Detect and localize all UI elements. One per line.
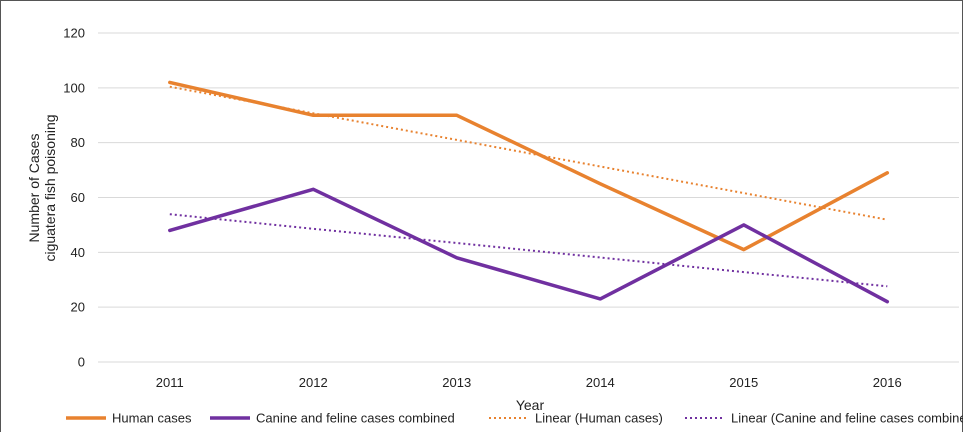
x-tick-label: 2016 xyxy=(873,375,902,390)
y-tick-label: 120 xyxy=(63,26,85,41)
y-axis-title: Number of Cases ciguatera fish poisoning xyxy=(26,114,58,261)
x-tick-label: 2014 xyxy=(586,375,615,390)
legend-label-0: Human cases xyxy=(112,411,192,426)
series-line-1 xyxy=(168,187,890,304)
gridlines xyxy=(98,32,959,363)
y-axis-title-line-1: Number of Cases xyxy=(26,134,42,243)
y-tick-label: 80 xyxy=(71,135,85,150)
legend-label-2: Linear (Human cases) xyxy=(535,411,663,426)
series-line-3 xyxy=(169,213,888,288)
legend-label-3: Linear (Canine and feline cases combined… xyxy=(731,411,963,426)
y-tick-label: 60 xyxy=(71,190,85,205)
x-tick-label: 2012 xyxy=(299,375,328,390)
series-line-2 xyxy=(169,85,888,221)
x-tick-labels: 2011 2012 2013 2014 2015 2016 xyxy=(156,375,902,390)
x-tick-label: 2011 xyxy=(156,375,184,390)
legend: Human cases Canine and feline cases combi… xyxy=(66,411,963,426)
series-line-0 xyxy=(168,80,890,252)
legend-label-1: Canine and feline cases combined xyxy=(256,411,455,426)
x-tick-label: 2013 xyxy=(442,375,471,390)
series-lines xyxy=(168,80,890,304)
y-axis-title-line-2: ciguatera fish poisoning xyxy=(42,114,58,261)
y-tick-labels: 0 20 40 60 80 100 120 xyxy=(63,26,85,370)
x-axis-title: Year xyxy=(516,397,545,413)
y-tick-label: 0 xyxy=(78,355,85,370)
x-tick-label: 2015 xyxy=(729,375,758,390)
y-tick-label: 40 xyxy=(71,245,85,260)
y-tick-label: 20 xyxy=(71,300,85,315)
y-tick-label: 100 xyxy=(63,80,85,95)
